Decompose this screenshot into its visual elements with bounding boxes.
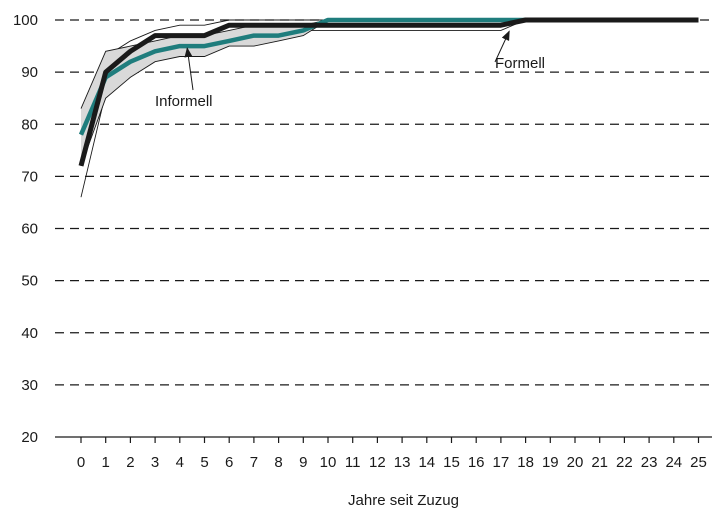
- x-tick-label: 24: [665, 454, 682, 471]
- y-tick-label: 40: [21, 325, 38, 342]
- formell-annotation-label: Formell: [495, 55, 545, 72]
- y-tick-label: 30: [21, 377, 38, 394]
- y-tick-label: 90: [21, 64, 38, 81]
- y-tick-label: 70: [21, 168, 38, 185]
- data-series: [78, 17, 699, 167]
- x-tick-label: 6: [225, 454, 233, 471]
- x-tick-label: 25: [690, 454, 707, 471]
- x-tick-label: 20: [567, 454, 584, 471]
- x-tick-label: 12: [369, 454, 386, 471]
- x-tick-label: 17: [493, 454, 510, 471]
- x-tick-label: 13: [394, 454, 411, 471]
- formell-series-line: [78, 17, 699, 167]
- x-tick-label: 15: [443, 454, 460, 471]
- x-tick-label: 22: [616, 454, 633, 471]
- informell-annotation-arrow: [184, 47, 194, 91]
- x-tick-label: 19: [542, 454, 559, 471]
- x-tick-label: 23: [641, 454, 658, 471]
- y-tick-label: 20: [21, 429, 38, 446]
- x-tick-label: 5: [200, 454, 208, 471]
- y-tick-label: 60: [21, 221, 38, 238]
- x-tick-label: 7: [250, 454, 258, 471]
- x-tick-label: 0: [77, 454, 85, 471]
- x-axis-title: Jahre seit Zuzug: [348, 492, 459, 509]
- x-tick-label: 3: [151, 454, 159, 471]
- formell-annotation-arrow: [494, 30, 510, 63]
- x-axis: 0 1 2 3 4 5 6 7 8 9 10 11 12 13 14 15 16 17 18 19 20 21 22 23 24…: [55, 436, 712, 471]
- x-tick-label: 9: [299, 454, 307, 471]
- x-tick-label: 2: [126, 454, 134, 471]
- x-tick-label: 21: [591, 454, 608, 471]
- x-tick-label: 8: [274, 454, 282, 471]
- x-tick-label: 4: [176, 454, 184, 471]
- y-tick-label: 100: [13, 12, 38, 29]
- grid-lines: 20 30 40 50 60 70 80 90 100: [13, 12, 712, 446]
- y-tick-label: 80: [21, 116, 38, 133]
- informell-annotation-label: Informell: [155, 93, 213, 110]
- y-tick-label: 50: [21, 273, 38, 290]
- x-tick-label: 16: [468, 454, 485, 471]
- x-tick-label: 11: [345, 454, 361, 471]
- x-tick-label: 10: [320, 454, 337, 471]
- x-tick-label: 18: [517, 454, 534, 471]
- annotations: Formell Informell: [155, 30, 545, 110]
- x-tick-label: 14: [418, 454, 435, 471]
- x-tick-label: 1: [102, 454, 110, 471]
